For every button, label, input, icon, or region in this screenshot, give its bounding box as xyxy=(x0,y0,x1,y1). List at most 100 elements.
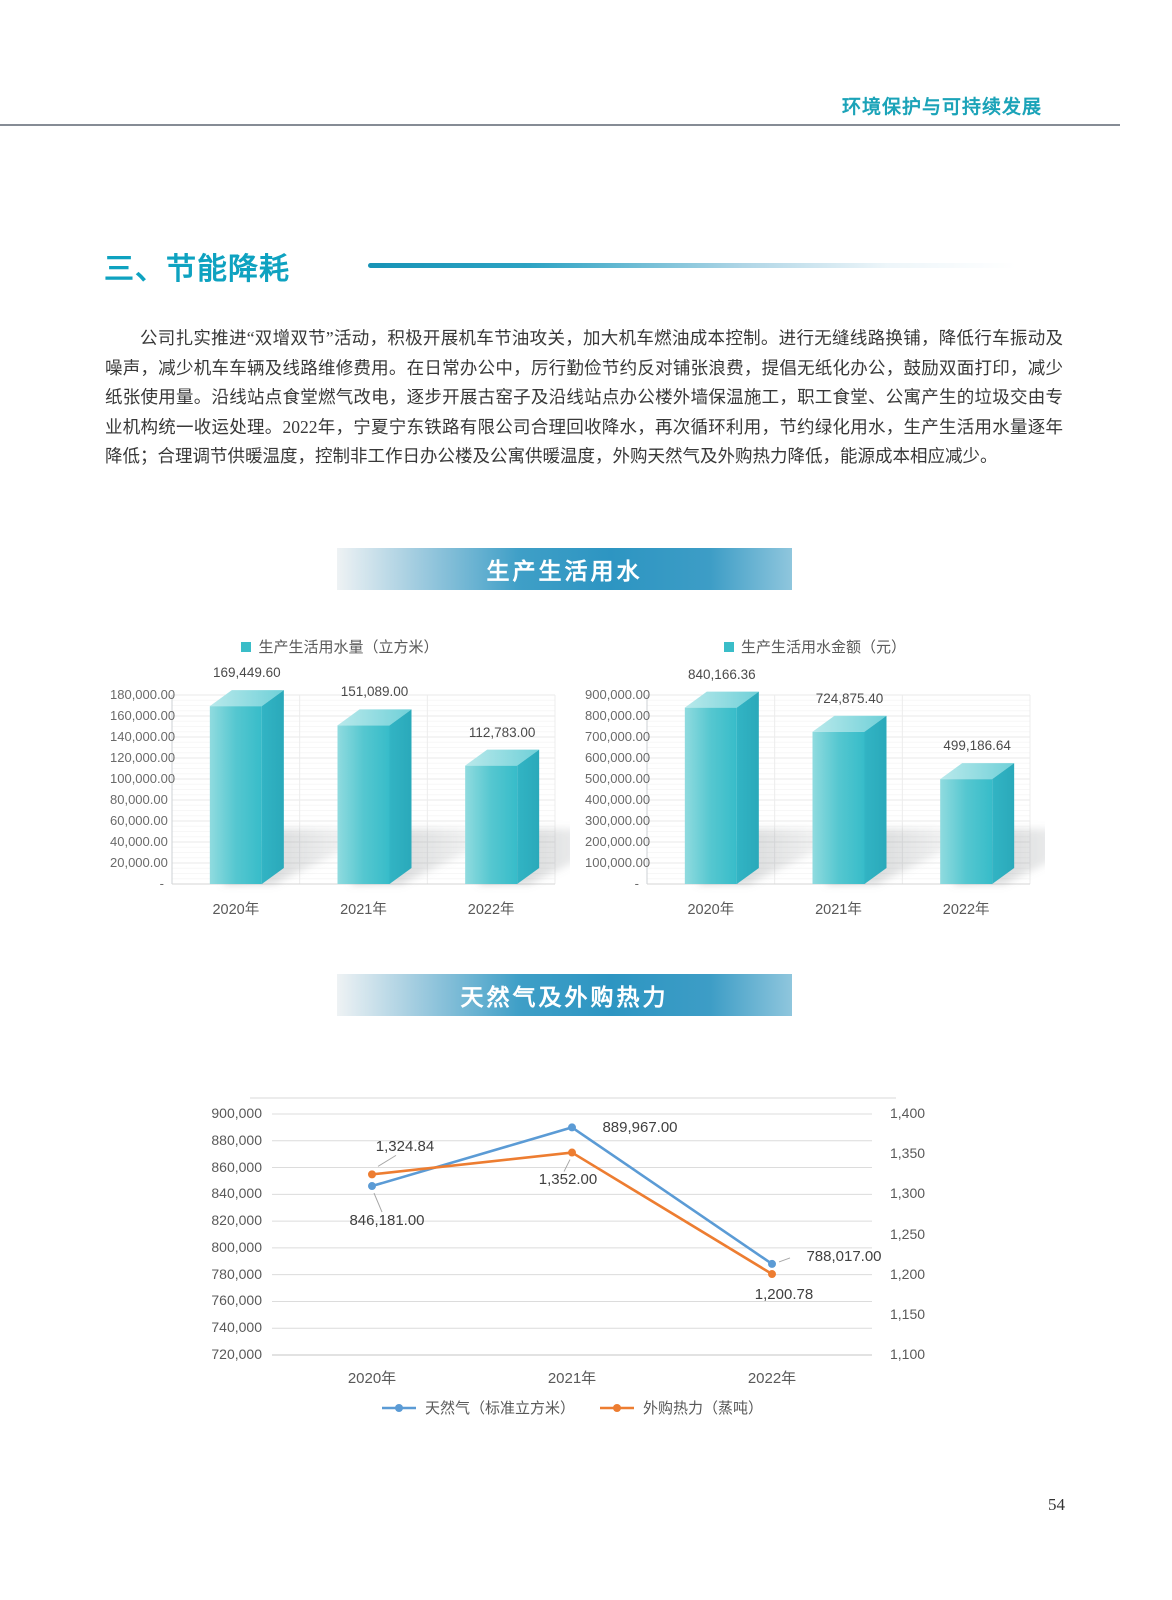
x-axis-category-label: 2021年 xyxy=(547,1370,597,1387)
y-axis-tick-label: 180,000.00 xyxy=(110,687,176,702)
data-point-marker xyxy=(568,1148,576,1157)
y-axis-tick-label: 120,000.00 xyxy=(110,750,176,765)
right-axis-tick-label: 1,200 xyxy=(890,1265,926,1282)
section-title-accent-bar xyxy=(368,263,1016,268)
y-axis-tick-label: 20,000.00 xyxy=(110,855,168,870)
header-divider xyxy=(0,124,1120,126)
y-axis-tick-label: 600,000.00 xyxy=(585,750,651,765)
bar-front-face xyxy=(337,725,390,884)
label-leader-line xyxy=(778,1257,791,1263)
bar-top-face xyxy=(209,690,284,707)
banner-water-title: 生产生活用水 xyxy=(486,558,643,584)
right-axis-tick-label: 1,150 xyxy=(890,1305,926,1322)
bar-side-face xyxy=(261,690,284,884)
y-axis-tick-label: - xyxy=(634,876,639,891)
y-axis-tick-label: 80,000.00 xyxy=(110,792,168,807)
right-axis-tick-label: 1,250 xyxy=(890,1225,926,1242)
x-axis-category-label: 2020年 xyxy=(347,1370,397,1387)
y-axis-tick-label: 200,000.00 xyxy=(585,834,651,849)
chart-legend: 生产生活用水量（立方米） xyxy=(110,636,570,657)
y-axis-tick-label: 60,000.00 xyxy=(110,813,168,828)
legend-label: 生产生活用水金额（元） xyxy=(740,639,906,656)
left-axis-tick-label: 780,000 xyxy=(211,1265,262,1282)
y-axis-tick-label: 400,000.00 xyxy=(585,792,651,807)
y-axis-tick-label: 500,000.00 xyxy=(585,771,651,786)
data-point-value-label: 1,200.78 xyxy=(754,1286,814,1304)
bar-side-face xyxy=(736,691,759,884)
left-axis-tick-label: 760,000 xyxy=(211,1292,262,1309)
left-axis-tick-label: 720,000 xyxy=(211,1346,262,1362)
label-leader-line xyxy=(563,1159,571,1172)
banner-energy: 天然气及外购热力 xyxy=(337,974,792,1016)
bar-chart-plot-area xyxy=(171,690,570,885)
legend-item-purchased-heat: 外购热力（蒸吨） xyxy=(599,1397,763,1418)
left-axis-tick-label: 820,000 xyxy=(211,1212,262,1229)
left-axis-tick-label: 880,000 xyxy=(211,1131,262,1148)
line-chart-legend: 天然气（标准立方米） 外购热力（蒸吨） xyxy=(272,1397,872,1418)
left-axis-tick-label: 860,000 xyxy=(211,1158,262,1175)
bar-value-label: 151,089.00 xyxy=(340,684,409,700)
line-marker-icon xyxy=(381,1403,416,1412)
data-point-marker xyxy=(368,1170,376,1179)
banner-energy-title: 天然气及外购热力 xyxy=(460,984,669,1010)
right-axis-tick-label: 1,400 xyxy=(890,1105,926,1121)
legend-label: 生产生活用水量（立方米） xyxy=(258,639,439,656)
data-point-marker xyxy=(368,1182,376,1191)
label-leader-line xyxy=(377,1154,397,1167)
y-axis-tick-label: 100,000.00 xyxy=(110,771,176,786)
x-axis-category-label: 2022年 xyxy=(467,902,515,918)
data-point-value-label: 846,181.00 xyxy=(349,1212,425,1230)
bar-chart-water-cost: 生产生活用水金额（元） 900,000.00 800,000.00 700,000.… xyxy=(585,630,1045,930)
x-axis-category-label: 2021年 xyxy=(815,902,862,918)
line-marker-icon xyxy=(600,1403,634,1412)
section-title: 三、节能降耗 xyxy=(104,253,290,286)
line-chart-gas-heat: 天然气（标准立方米） 外购热力（蒸吨） 900,000 880,000 860,00… xyxy=(190,1080,1000,1430)
bar-top-face xyxy=(337,709,412,726)
x-axis-category-label: 2020年 xyxy=(212,902,260,918)
bar-value-label: 840,166.36 xyxy=(688,666,756,682)
bar-front-face xyxy=(209,706,262,884)
x-axis-category-label: 2021年 xyxy=(340,902,387,918)
data-point-value-label: 788,017.00 xyxy=(806,1247,882,1265)
bar-top-face xyxy=(812,715,887,732)
bar-side-face xyxy=(992,763,1015,884)
left-axis-tick-label: 800,000 xyxy=(211,1238,262,1255)
bar-side-face xyxy=(517,749,540,884)
y-axis-tick-label: 700,000.00 xyxy=(585,729,651,744)
bar-front-face xyxy=(940,779,993,884)
bar-front-face xyxy=(465,765,518,884)
left-axis-tick-label: 740,000 xyxy=(211,1319,262,1336)
y-axis-tick-label: 900,000.00 xyxy=(585,687,651,702)
y-axis-tick-label: 300,000.00 xyxy=(585,813,651,828)
bar-front-face xyxy=(812,731,865,884)
bar-side-face xyxy=(389,709,412,884)
data-point-marker xyxy=(768,1270,776,1279)
bar-top-face xyxy=(465,749,540,766)
data-point-marker xyxy=(568,1123,576,1132)
data-point-value-label: 889,967.00 xyxy=(602,1119,678,1137)
data-point-value-label: 1,324.84 xyxy=(375,1138,435,1156)
bar-front-face xyxy=(684,707,737,884)
bar-value-label: 724,875.40 xyxy=(815,690,884,706)
legend-label: 外购热力（蒸吨） xyxy=(643,1401,764,1417)
label-leader-line xyxy=(373,1192,383,1213)
bar-top-face xyxy=(684,691,759,708)
x-axis-category-label: 2022年 xyxy=(747,1370,797,1387)
bar-chart-plot-area xyxy=(646,691,1045,885)
body-paragraph: 公司扎实推进“双增双节”活动，积极开展机车节油攻关，加大机车燃油成本控制。进行无… xyxy=(105,328,1063,466)
banner-water: 生产生活用水 xyxy=(337,548,792,590)
y-axis-tick-label: 100,000.00 xyxy=(585,855,651,870)
y-axis-tick-label: 800,000.00 xyxy=(585,708,651,723)
bar-value-label: 112,783.00 xyxy=(468,724,536,740)
right-axis-tick-label: 1,100 xyxy=(890,1346,926,1362)
legend-label: 天然气（标准立方米） xyxy=(424,1401,575,1417)
y-axis-tick-label: 140,000.00 xyxy=(110,729,176,744)
chart-legend: 生产生活用水金额（元） xyxy=(585,636,1045,657)
right-axis-tick-label: 1,350 xyxy=(890,1145,926,1162)
bar-side-face xyxy=(864,715,887,884)
x-axis-category-label: 2022年 xyxy=(942,902,990,918)
bar-value-label: 499,186.64 xyxy=(943,738,1011,754)
y-axis-tick-label: - xyxy=(159,876,164,891)
y-axis-tick-label: 40,000.00 xyxy=(110,834,168,849)
